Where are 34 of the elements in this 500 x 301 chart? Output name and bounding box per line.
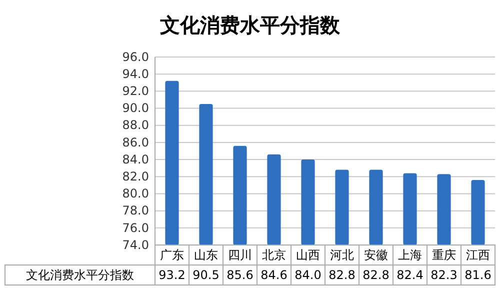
data-label: 93.2	[158, 268, 186, 282]
y-tick-label: 94.0	[122, 66, 149, 81]
x-tick-label: 上海	[398, 248, 422, 262]
data-label: 81.6	[464, 268, 492, 282]
chart-title: 文化消费水平分指数	[159, 13, 341, 37]
y-tick-label: 90.0	[122, 101, 149, 116]
text: 文化消费水平分指数	[26, 268, 134, 282]
x-tick-label: 山东	[194, 248, 218, 262]
y-tick-label: 78.0	[122, 204, 149, 218]
data-label: 85.6	[226, 268, 254, 282]
y-tick-label: 92.0	[122, 84, 149, 98]
data-label: 84.6	[260, 268, 288, 282]
data-label: 82.4	[396, 268, 424, 282]
data-label: 84.0	[294, 268, 322, 282]
y-tick-label: 86.0	[122, 135, 149, 150]
x-tick-label: 广东	[160, 248, 184, 262]
y-tick-label: 84.0	[122, 152, 149, 166]
y-tick-label: 82.0	[122, 169, 149, 184]
x-tick-label: 安徽	[364, 248, 388, 262]
y-tick-label: 76.0	[122, 220, 149, 235]
x-tick-label: 重庆	[432, 248, 456, 262]
x-tick-label: 山西	[296, 248, 320, 262]
data-label: 82.8	[328, 268, 356, 282]
y-tick-label: 96.0	[122, 50, 149, 64]
data-label: 82.3	[430, 268, 458, 282]
y-tick-label: 74.0	[122, 238, 149, 252]
x-tick-label: 江西	[466, 248, 490, 262]
x-tick-label: 四川	[228, 248, 252, 262]
data-label: 90.5	[192, 268, 220, 282]
y-tick-label: 80.0	[122, 186, 149, 201]
data-label: 82.8	[362, 268, 390, 282]
y-tick-label: 88.0	[122, 118, 149, 132]
x-tick-label: 河北	[330, 248, 354, 262]
x-tick-label: 北京	[262, 248, 286, 262]
